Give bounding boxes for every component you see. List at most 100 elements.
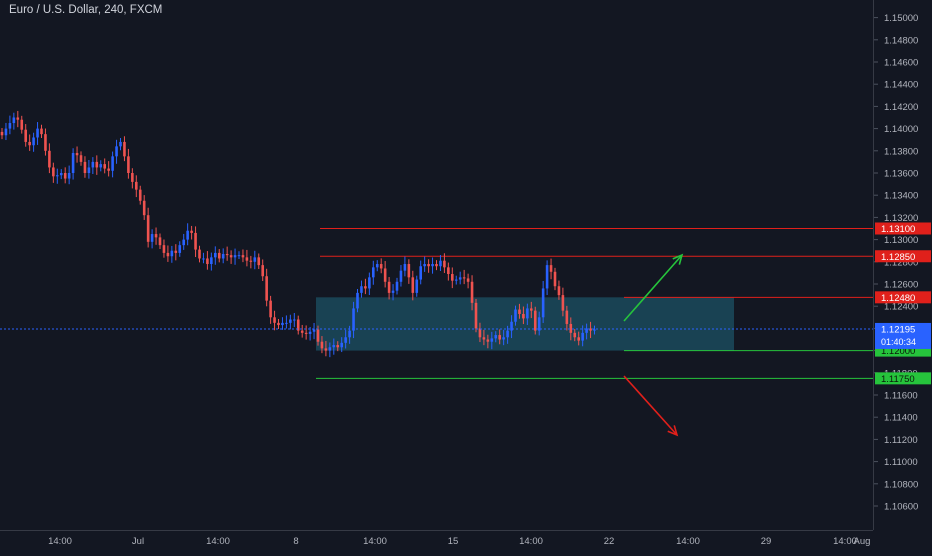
candle-body — [166, 252, 170, 257]
level-price-label-bg — [875, 372, 931, 385]
price-chart-plot[interactable] — [0, 0, 873, 530]
candle-body — [526, 308, 529, 319]
candle-body — [533, 310, 537, 331]
price-tick-label: 1.11400 — [884, 413, 918, 424]
candle-body — [40, 128, 43, 135]
time-label: 14:00 — [833, 536, 857, 547]
chart-title: Euro / U.S. Dollar, 240, FXCM — [9, 4, 163, 16]
candle-body — [328, 347, 332, 351]
candle-body — [312, 329, 316, 332]
candle-body — [245, 257, 249, 261]
candle-body — [439, 260, 442, 267]
candle-body — [435, 264, 438, 267]
candle-body — [87, 167, 91, 173]
range-zone — [316, 297, 734, 351]
candle-body — [470, 281, 474, 303]
candle-body — [123, 141, 126, 157]
candle-body — [174, 250, 178, 253]
price-tick-label: 1.12400 — [884, 302, 918, 313]
candle-body — [24, 129, 27, 142]
candle-body — [482, 337, 486, 340]
candle-body — [8, 123, 12, 129]
candle-body — [257, 257, 261, 266]
candle-body — [344, 337, 347, 343]
price-tick-label: 1.13600 — [884, 169, 918, 180]
candle-body — [360, 286, 363, 293]
candle-body — [454, 279, 458, 281]
candle-body — [261, 265, 264, 277]
candle-body — [146, 215, 150, 242]
candle-body — [537, 317, 541, 331]
price-tick-label: 1.11600 — [884, 391, 918, 402]
candle-body — [269, 300, 272, 318]
candle-body — [308, 331, 312, 334]
candle-body — [225, 254, 229, 256]
candle-body — [372, 267, 375, 278]
level-price-label: 1.11750 — [881, 374, 915, 385]
price-tick-label: 1.11200 — [884, 435, 918, 446]
candle-body — [12, 117, 16, 124]
price-axis[interactable]: 1.15200 1.15000 1.14800 1.14600 1.14400 1.142… — [873, 0, 932, 530]
candle-body — [348, 330, 351, 338]
candle-body — [277, 322, 280, 326]
candle-body — [233, 255, 237, 258]
candle-body — [107, 168, 110, 171]
candle-body — [67, 173, 71, 179]
candle-body — [20, 119, 24, 130]
breakout-up-arrow-head — [672, 253, 684, 265]
candle-body — [352, 308, 355, 331]
candle-body — [170, 250, 174, 257]
candle-body — [293, 319, 296, 321]
candle-body — [221, 254, 225, 259]
candle-body — [474, 302, 478, 329]
candle-body — [304, 332, 308, 334]
candle-body — [573, 332, 577, 338]
candle-body — [135, 181, 138, 190]
candle-body — [565, 310, 569, 324]
candle-body — [206, 258, 209, 265]
candle-body — [99, 164, 103, 168]
price-tick-label: 1.14800 — [884, 35, 918, 46]
candle-body — [142, 200, 146, 216]
candle-body — [510, 321, 513, 331]
breakdown-down-arrow-head — [667, 425, 679, 437]
candle-body — [103, 164, 106, 169]
candle-body — [522, 313, 525, 319]
candle-body — [182, 239, 185, 246]
candle-body — [336, 345, 340, 348]
candle-body — [407, 264, 411, 278]
time-axis[interactable]: 14:00 Jul 14:00 8 14:00 15 14:00 22 14:00 29 14:00… — [0, 530, 873, 551]
candle-body — [95, 161, 99, 168]
candle-body — [237, 255, 241, 257]
candle-body — [451, 274, 454, 281]
candle-body — [79, 155, 83, 162]
candle-body — [111, 156, 114, 171]
candle-body — [150, 234, 154, 242]
candle-body — [194, 232, 197, 250]
candle-body — [217, 252, 221, 259]
candle-body — [131, 173, 134, 182]
candle-body — [419, 266, 422, 280]
candle-body — [545, 265, 549, 289]
price-tick-label: 1.13000 — [884, 235, 918, 246]
candle-body — [138, 189, 142, 201]
candle-body — [423, 264, 426, 267]
price-tick-label: 1.13800 — [884, 146, 918, 157]
price-tick-label: 1.12600 — [884, 280, 918, 291]
candle-body — [83, 161, 87, 173]
time-label: 14:00 — [363, 536, 387, 547]
candle-body — [75, 153, 79, 156]
candle-body — [549, 265, 553, 272]
breakdown-down-arrow — [623, 375, 678, 436]
candle-body — [285, 322, 288, 324]
candle-body — [190, 230, 193, 233]
candle-body — [63, 173, 67, 179]
candle-body — [462, 277, 466, 279]
candle-body — [458, 277, 462, 280]
candle-body — [265, 276, 268, 301]
candle-body — [289, 319, 292, 323]
breakout-up-arrow — [623, 254, 683, 322]
candle-body — [494, 335, 498, 339]
candle-body — [324, 348, 328, 351]
